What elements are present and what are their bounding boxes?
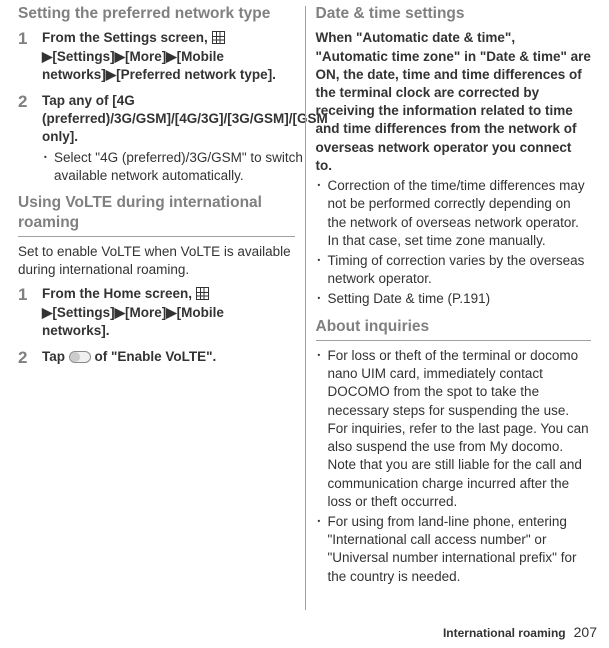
right-column: Date & time settings When "Automatic dat…: [306, 4, 598, 612]
footer-section-label: International roaming: [443, 626, 566, 640]
bullet-dot-icon: ･: [316, 177, 328, 250]
bullet-text: Select "4G (preferred)/3G/GSM" to switch…: [54, 149, 328, 185]
heading-date-time: Date & time settings: [316, 4, 592, 23]
step-number: 2: [18, 348, 42, 368]
heading-inquiries: About inquiries: [316, 317, 592, 336]
bullet-dot-icon: ･: [42, 149, 54, 185]
volte-intro: Set to enable VoLTE when VoLTE is availa…: [18, 243, 295, 279]
date-bullet-2: ･ Timing of correction varies by the ove…: [316, 252, 592, 288]
step-prefix: From the Settings screen,: [42, 30, 212, 45]
step-title: From the Settings screen, ▶[Settings]▶[M…: [42, 29, 295, 84]
step-title: Tap of "Enable VoLTE".: [42, 348, 295, 366]
inquiry-bullet-2: ･ For using from land-line phone, enteri…: [316, 513, 592, 586]
step-body: Tap of "Enable VoLTE".: [42, 348, 295, 368]
bullet-text: For using from land-line phone, entering…: [328, 513, 592, 586]
inquiry-bullet-1: ･ For loss or theft of the terminal or d…: [316, 347, 592, 511]
footer-page-number: 207: [574, 624, 597, 640]
section-separator: [18, 236, 295, 237]
bullet-dot-icon: ･: [316, 252, 328, 288]
bullet-dot-icon: ･: [316, 347, 328, 511]
step-suffix: of "Enable VoLTE".: [91, 349, 217, 364]
step-number: 1: [18, 285, 42, 340]
bullet-text: Timing of correction varies by the overs…: [328, 252, 592, 288]
date-time-intro: When "Automatic date & time", "Automatic…: [316, 29, 592, 175]
step-number: 2: [18, 92, 42, 185]
apps-grid-icon: [196, 287, 209, 300]
step-1-settings: 1 From the Settings screen, ▶[Settings]▶…: [18, 29, 295, 84]
step-2-tap-network: 2 Tap any of [4G (preferred)/3G/GSM]/[4G…: [18, 92, 295, 185]
step-prefix: Tap: [42, 349, 69, 364]
left-column: Setting the preferred network type 1 Fro…: [12, 4, 305, 612]
bullet-text: Setting Date & time (P.191): [328, 290, 592, 308]
bullet-text: For loss or theft of the terminal or doc…: [328, 347, 592, 511]
step-2-enable-volte: 2 Tap of "Enable VoLTE".: [18, 348, 295, 368]
bullet-text: Correction of the time/time differences …: [328, 177, 592, 250]
page-body: Setting the preferred network type 1 Fro…: [0, 0, 609, 612]
heading-preferred-network: Setting the preferred network type: [18, 4, 295, 23]
step-chain: ▶[Settings]▶[More]▶[Mobile networks]▶[Pr…: [42, 49, 276, 82]
heading-volte-roaming: Using VoLTE during international roaming: [18, 193, 295, 232]
date-bullet-3: ･ Setting Date & time (P.191): [316, 290, 592, 308]
step-number: 1: [18, 29, 42, 84]
toggle-off-icon: [69, 351, 91, 363]
bullet-dot-icon: ･: [316, 290, 328, 308]
step-body: From the Home screen, ▶[Settings]▶[More]…: [42, 285, 295, 340]
step-1-home: 1 From the Home screen, ▶[Settings]▶[Mor…: [18, 285, 295, 340]
step-title: Tap any of [4G (preferred)/3G/GSM]/[4G/3…: [42, 92, 328, 147]
date-bullet-1: ･ Correction of the time/time difference…: [316, 177, 592, 250]
apps-grid-icon: [212, 31, 225, 44]
step-note: ･ Select "4G (preferred)/3G/GSM" to swit…: [42, 149, 328, 185]
step-body: From the Settings screen, ▶[Settings]▶[M…: [42, 29, 295, 84]
step-prefix: From the Home screen,: [42, 286, 196, 301]
section-separator: [316, 340, 592, 341]
step-title: From the Home screen, ▶[Settings]▶[More]…: [42, 285, 295, 340]
step-chain: ▶[Settings]▶[More]▶[Mobile networks].: [42, 305, 224, 338]
step-body: Tap any of [4G (preferred)/3G/GSM]/[4G/3…: [42, 92, 328, 185]
bullet-dot-icon: ･: [316, 513, 328, 586]
page-footer: International roaming 207: [443, 624, 597, 640]
